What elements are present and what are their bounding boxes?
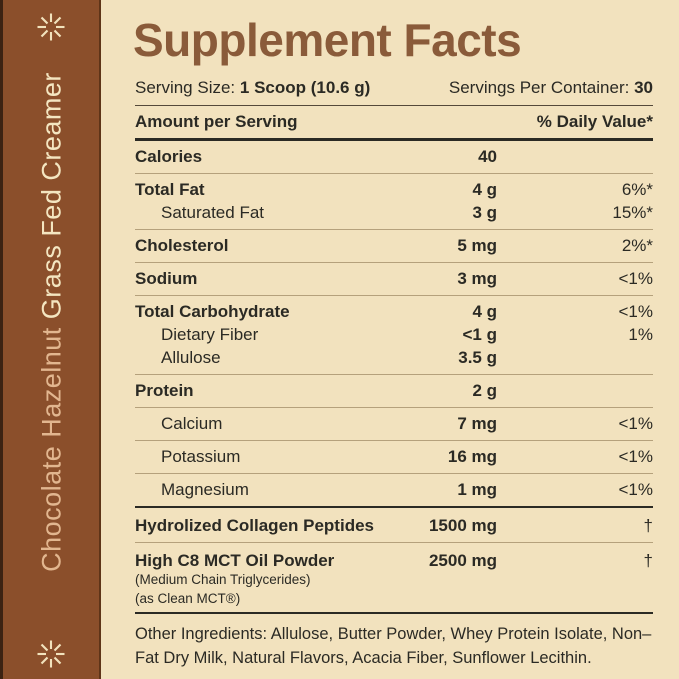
table-row: Potassium 16 mg <1% xyxy=(135,441,653,475)
table-header-row: Amount per Serving % Daily Value* xyxy=(135,106,653,141)
other-ingredients: Other Ingredients: Allulose, Butter Powd… xyxy=(135,624,652,667)
table-row: High C8 MCT Oil Powder (Medium Chain Tri… xyxy=(135,543,653,614)
table-row: Calcium 7 mg <1% xyxy=(135,408,653,442)
flavor-sidebar: Chocolate Hazelnut Grass Fed Creamer xyxy=(0,0,101,679)
table-row: Protein 2 g xyxy=(135,375,653,409)
servings-value: 30 xyxy=(634,77,653,97)
asterisk-icon xyxy=(37,13,65,41)
mct-name: High C8 MCT Oil Powder xyxy=(135,551,335,571)
product-name: Grass Fed Creamer xyxy=(36,72,67,320)
serving-size-label: Serving Size: xyxy=(135,77,236,97)
supplement-facts-panel: Supplement Facts Serving Size: 1 Scoop (… xyxy=(106,0,679,679)
flavor-name: Chocolate Hazelnut xyxy=(36,327,67,572)
table-row: Dietary Fiber <1 g 1% xyxy=(161,325,653,345)
table-row: Saturated Fat 3 g 15%* xyxy=(135,201,653,230)
servings-per-container: Servings Per Container: 30 xyxy=(449,78,653,98)
table-row: Sodium 3 mg <1% xyxy=(135,263,653,297)
mct-subline: (Medium Chain Triglycerides) xyxy=(135,572,311,588)
mct-subline: (as Clean MCT®) xyxy=(135,590,241,606)
table-row: Cholesterol 5 mg 2%* xyxy=(135,230,653,264)
daily-value-header: % Daily Value* xyxy=(536,111,653,131)
serving-size-value: 1 Scoop (10.6 g) xyxy=(239,77,371,97)
amount-header: Amount per Serving xyxy=(135,111,298,131)
page-title: Supplement Facts xyxy=(133,14,522,66)
serving-info-row: Serving Size: 1 Scoop (10.6 g) Servings … xyxy=(135,78,653,106)
table-row: Hydrolized Collagen Peptides 1500 mg † xyxy=(135,508,653,544)
table-row: Magnesium 1 mg <1% xyxy=(135,474,653,509)
table-row: Allulose 3.5 g xyxy=(135,346,653,376)
table-row: Calories 40 xyxy=(135,141,653,174)
product-name-vertical: Chocolate Hazelnut Grass Fed Creamer xyxy=(37,72,68,572)
table-row: Total Fat 4 g 6%* xyxy=(135,179,653,199)
asterisk-icon xyxy=(37,640,65,668)
table-row: Total Carbohydrate 4 g <1% xyxy=(135,302,653,322)
servings-label: Servings Per Container: xyxy=(448,77,630,97)
serving-size: Serving Size: 1 Scoop (10.6 g) xyxy=(135,78,370,98)
